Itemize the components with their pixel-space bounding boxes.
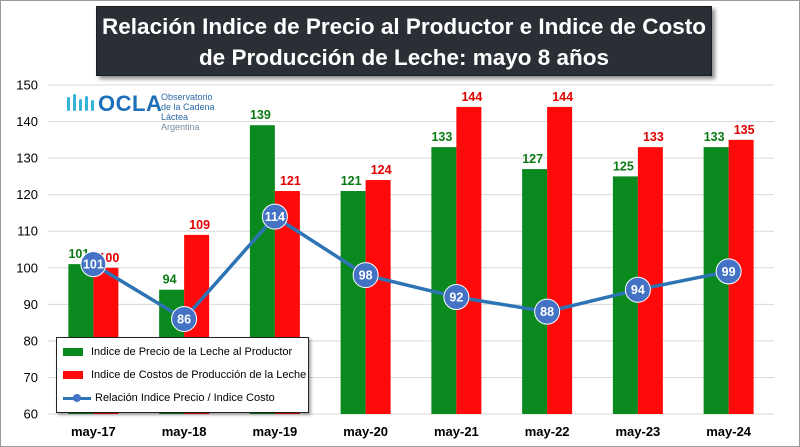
ratio-point xyxy=(171,305,198,332)
chart-title: Relación Indice de Precio al Productor e… xyxy=(96,6,712,76)
x-axis-ticks: may-17 may-18 may-19 may-20 may-21 may-22 may-… xyxy=(71,424,752,439)
wave-icon xyxy=(67,94,94,111)
bar-cost xyxy=(456,106,482,414)
ratio-point xyxy=(261,203,288,230)
logo-subtitle: Observatorio de la Cadena Láctea Argenti… xyxy=(161,92,216,132)
bar-cost xyxy=(547,106,573,414)
logo-subtitle-line-1: Observatorio xyxy=(161,92,213,102)
ratio-point-label: 99 xyxy=(722,265,736,279)
ratio-point-label: 86 xyxy=(177,312,191,326)
x-tick-label: may-17 xyxy=(71,424,116,439)
y-tick-label: 110 xyxy=(17,224,38,239)
y-tick-label: 60 xyxy=(24,407,38,422)
legend-item-price: Indice de Precio de la Leche al Producto… xyxy=(63,344,292,360)
legend-label-price: Indice de Precio de la Leche al Producto… xyxy=(91,346,293,358)
logo-subtitle-line-2: de la Cadena Láctea xyxy=(161,102,215,122)
ratio-point-label: 92 xyxy=(449,291,463,305)
x-tick-label: may-19 xyxy=(252,424,297,439)
chart-title-line-2: de Producción de Leche: mayo 8 años xyxy=(198,45,610,70)
y-tick-label: 90 xyxy=(24,297,38,312)
legend: Indice de Precio de la Leche al Producto… xyxy=(56,337,309,413)
ratio-point xyxy=(80,251,107,278)
ratio-point-label: 94 xyxy=(631,283,645,297)
ratio-point-label: 88 xyxy=(540,305,554,319)
ratio-point xyxy=(534,298,561,325)
y-tick-label: 120 xyxy=(16,187,38,202)
y-tick-label: 140 xyxy=(16,114,38,129)
legend-swatch-red xyxy=(63,371,83,379)
bar-label-price: 94 xyxy=(163,273,177,287)
x-tick-label: may-20 xyxy=(343,424,388,439)
y-tick-label: 150 xyxy=(16,78,38,93)
bar-label-cost: 124 xyxy=(371,163,392,177)
legend-item-ratio: Relación Indice Precio / Indice Costo xyxy=(63,390,275,406)
ratio-point-label: 101 xyxy=(83,258,104,272)
bar-label-price: 127 xyxy=(522,152,543,166)
bar-cost xyxy=(365,180,391,414)
x-tick-label: may-18 xyxy=(162,424,207,439)
legend-swatch-line xyxy=(63,392,91,404)
y-tick-label: 100 xyxy=(16,260,38,275)
legend-label-ratio: Relación Indice Precio / Indice Costo xyxy=(95,392,275,404)
bar-price xyxy=(340,191,366,414)
bar-price xyxy=(522,169,548,414)
x-tick-label: may-21 xyxy=(434,424,479,439)
bar-label-cost: 133 xyxy=(643,130,664,144)
ratio-series-line xyxy=(92,214,729,321)
ratio-point xyxy=(715,258,742,285)
x-tick-label: may-23 xyxy=(615,424,660,439)
chart-title-line-1: Relación Indice de Precio al Productor e… xyxy=(102,14,706,39)
legend-item-cost: Indice de Costos de Producción de la Lec… xyxy=(63,367,306,383)
bar-label-cost: 109 xyxy=(189,218,210,232)
bar-label-cost: 121 xyxy=(280,174,301,188)
bar-label-cost: 144 xyxy=(552,90,573,104)
ratio-point xyxy=(624,276,651,303)
y-tick-label: 80 xyxy=(24,333,38,348)
y-axis-ticks: 60 70 80 90 100 110 120 130 140 150 xyxy=(16,78,38,422)
bar-label-price: 133 xyxy=(704,130,725,144)
x-tick-label: may-24 xyxy=(706,424,752,439)
bar-label-price: 125 xyxy=(613,159,634,173)
ratio-point xyxy=(443,284,470,311)
ratio-point-label: 114 xyxy=(265,210,285,224)
ocla-logo: OCLA Observatorio de la Cadena Láctea Ar… xyxy=(66,91,216,132)
bar-label-cost: 135 xyxy=(734,123,755,137)
x-tick-label: may-22 xyxy=(525,424,570,439)
logo-subtitle-line-3: Argentina xyxy=(161,122,200,132)
y-tick-label: 70 xyxy=(24,370,38,385)
bar-label-cost: 144 xyxy=(461,90,482,104)
bar-label-price: 121 xyxy=(341,174,362,188)
bar-label-price: 139 xyxy=(250,108,271,122)
ratio-point xyxy=(352,262,379,289)
bar-label-price: 133 xyxy=(431,130,452,144)
legend-swatch-green xyxy=(63,348,83,356)
ratio-point-label: 98 xyxy=(359,269,373,283)
bar-price xyxy=(431,147,457,414)
ratio-line: 101 86 114 98 92 88 94 99 xyxy=(80,203,742,332)
y-tick-label: 130 xyxy=(16,151,38,166)
logo-name: OCLA xyxy=(98,91,163,116)
legend-label-cost: Indice de Costos de Producción de la Lec… xyxy=(91,369,307,381)
